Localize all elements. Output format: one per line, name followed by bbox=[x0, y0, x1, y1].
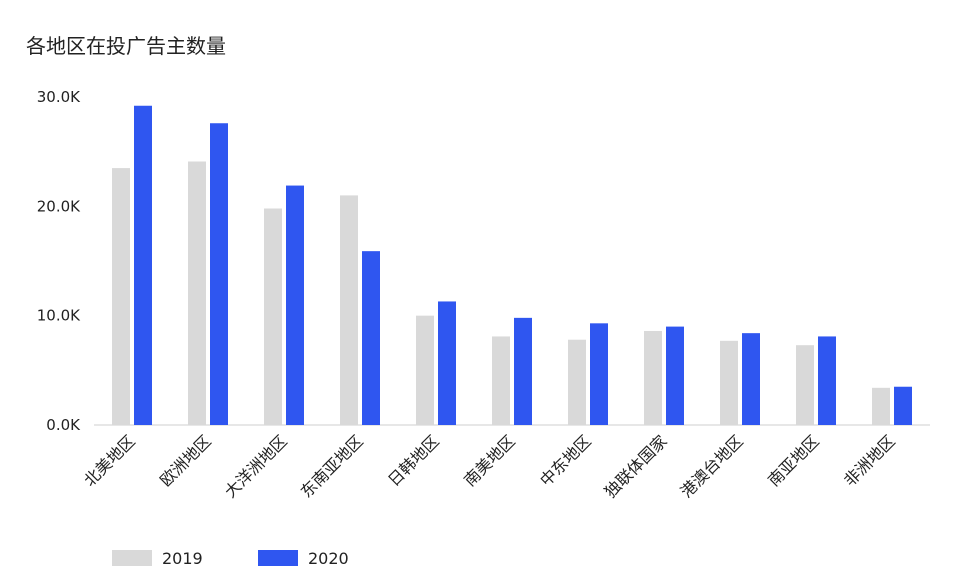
y-axis: 0.0K 10.0K 20.0K 30.0K bbox=[37, 88, 81, 434]
bar-2019-2[interactable] bbox=[264, 208, 282, 425]
bar-2019-8[interactable] bbox=[720, 340, 738, 425]
bar-2020-1[interactable] bbox=[210, 123, 228, 426]
x-tick-label: 日韩地区 bbox=[384, 431, 443, 490]
x-tick-label: 港澳台地区 bbox=[677, 431, 747, 501]
bar-2020-6[interactable] bbox=[590, 323, 608, 425]
bar-2020-5[interactable] bbox=[514, 317, 532, 425]
bars bbox=[112, 105, 912, 426]
chart-title: 各地区在投广告主数量 bbox=[26, 34, 226, 58]
bar-2019-9[interactable] bbox=[796, 345, 814, 425]
bar-2019-1[interactable] bbox=[188, 161, 206, 426]
bar-2019-5[interactable] bbox=[492, 336, 510, 425]
legend-swatch-2020[interactable] bbox=[258, 550, 298, 566]
bar-2019-7[interactable] bbox=[644, 330, 662, 425]
x-tick-label: 南美地区 bbox=[460, 431, 519, 490]
x-tick-label: 独联体国家 bbox=[601, 431, 671, 501]
legend[interactable]: 2019 2020 bbox=[112, 549, 349, 568]
x-tick-label: 南亚地区 bbox=[764, 431, 823, 490]
x-tick-label: 北美地区 bbox=[80, 431, 139, 490]
bar-2019-10[interactable] bbox=[872, 387, 890, 425]
bar-2020-4[interactable] bbox=[438, 301, 456, 425]
bar-2020-7[interactable] bbox=[666, 326, 684, 425]
legend-label-2019[interactable]: 2019 bbox=[162, 549, 203, 568]
bar-2019-4[interactable] bbox=[416, 315, 434, 425]
x-tick-label: 中东地区 bbox=[536, 431, 595, 490]
bar-2020-10[interactable] bbox=[894, 386, 912, 425]
y-tick-label: 20.0K bbox=[37, 197, 81, 215]
x-tick-label: 欧洲地区 bbox=[156, 431, 215, 490]
x-tick-label: 非洲地区 bbox=[840, 431, 899, 490]
bar-2020-0[interactable] bbox=[134, 105, 152, 425]
legend-label-2020[interactable]: 2020 bbox=[308, 549, 349, 568]
bar-2020-3[interactable] bbox=[362, 251, 380, 425]
bar-2019-3[interactable] bbox=[340, 195, 358, 425]
x-tick-label: 东南亚地区 bbox=[297, 431, 367, 501]
x-tick-label: 大洋洲地区 bbox=[221, 431, 291, 501]
bar-2020-8[interactable] bbox=[742, 333, 760, 425]
bar-2019-0[interactable] bbox=[112, 168, 130, 426]
y-tick-label: 0.0K bbox=[46, 416, 81, 434]
legend-swatch-2019[interactable] bbox=[112, 550, 152, 566]
bar-2019-6[interactable] bbox=[568, 339, 586, 425]
bar-2020-2[interactable] bbox=[286, 185, 304, 425]
bar-2020-9[interactable] bbox=[818, 336, 836, 425]
y-tick-label: 30.0K bbox=[37, 88, 81, 106]
y-tick-label: 10.0K bbox=[37, 307, 81, 325]
x-axis: 北美地区 欧洲地区 大洋洲地区 东南亚地区 日韩地区 南美地区 中东地区 独联体国家 港澳台地区… bbox=[80, 431, 899, 501]
